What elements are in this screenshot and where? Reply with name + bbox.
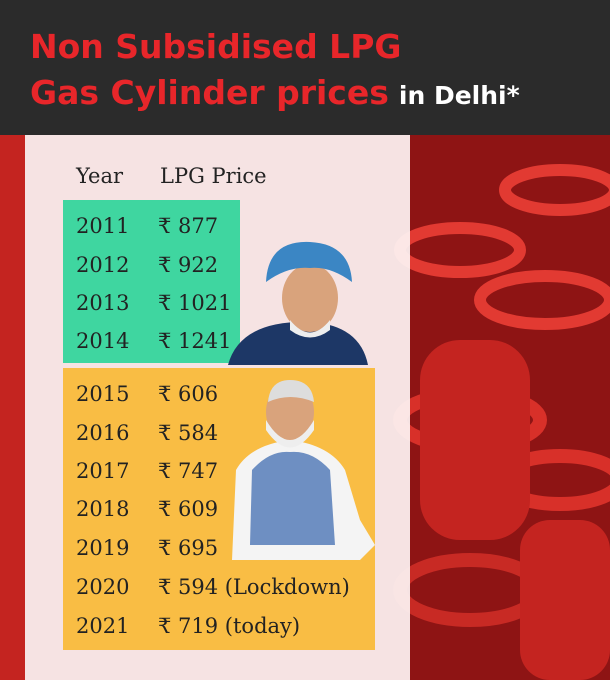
year-cell: 2017 (76, 459, 129, 483)
column-header: LPG Price (160, 164, 267, 188)
price-cell: ₹ 606 (158, 382, 218, 406)
price-cell: ₹ 594 (Lockdown) (158, 575, 350, 599)
year-cell: 2021 (76, 614, 129, 638)
title-line: Non Subsidised LPG (30, 27, 401, 66)
year-cell: 2014 (76, 329, 129, 353)
price-cell: ₹ 584 (158, 421, 218, 445)
price-cell: ₹ 747 (158, 459, 218, 483)
price-table: Year LPG Price 2011 ₹ 877 2012 ₹ 922 2013 ₹ 1… (75, 164, 350, 638)
price-cell: ₹ 609 (158, 497, 218, 521)
year-cell: 2015 (76, 382, 129, 406)
year-cell: 2013 (76, 291, 129, 315)
year-cell: 2016 (76, 421, 129, 445)
year-cell: 2012 (76, 253, 129, 277)
year-cell: 2011 (76, 214, 129, 238)
year-cell: 2019 (76, 536, 129, 560)
year-cell: 2020 (76, 575, 129, 599)
green-block (63, 200, 240, 363)
cylinders-background (0, 135, 610, 680)
column-header: Year (75, 164, 124, 188)
title-line: Gas Cylinder prices (30, 73, 389, 112)
price-cell: ₹ 922 (158, 253, 218, 277)
price-cell: ₹ 1021 (158, 291, 231, 315)
portrait-2 (232, 380, 375, 560)
portrait-1 (228, 241, 368, 365)
price-cell: ₹ 695 (158, 536, 218, 560)
title-suffix: in Delhi* (399, 81, 520, 110)
price-cell: ₹ 877 (158, 214, 218, 238)
title-line: Gas Cylinder prices in Delhi* (30, 73, 520, 112)
price-cell: ₹ 719 (today) (158, 614, 300, 638)
year-cell: 2018 (76, 497, 129, 521)
price-cell: ₹ 1241 (158, 329, 231, 353)
header-band (0, 0, 610, 135)
